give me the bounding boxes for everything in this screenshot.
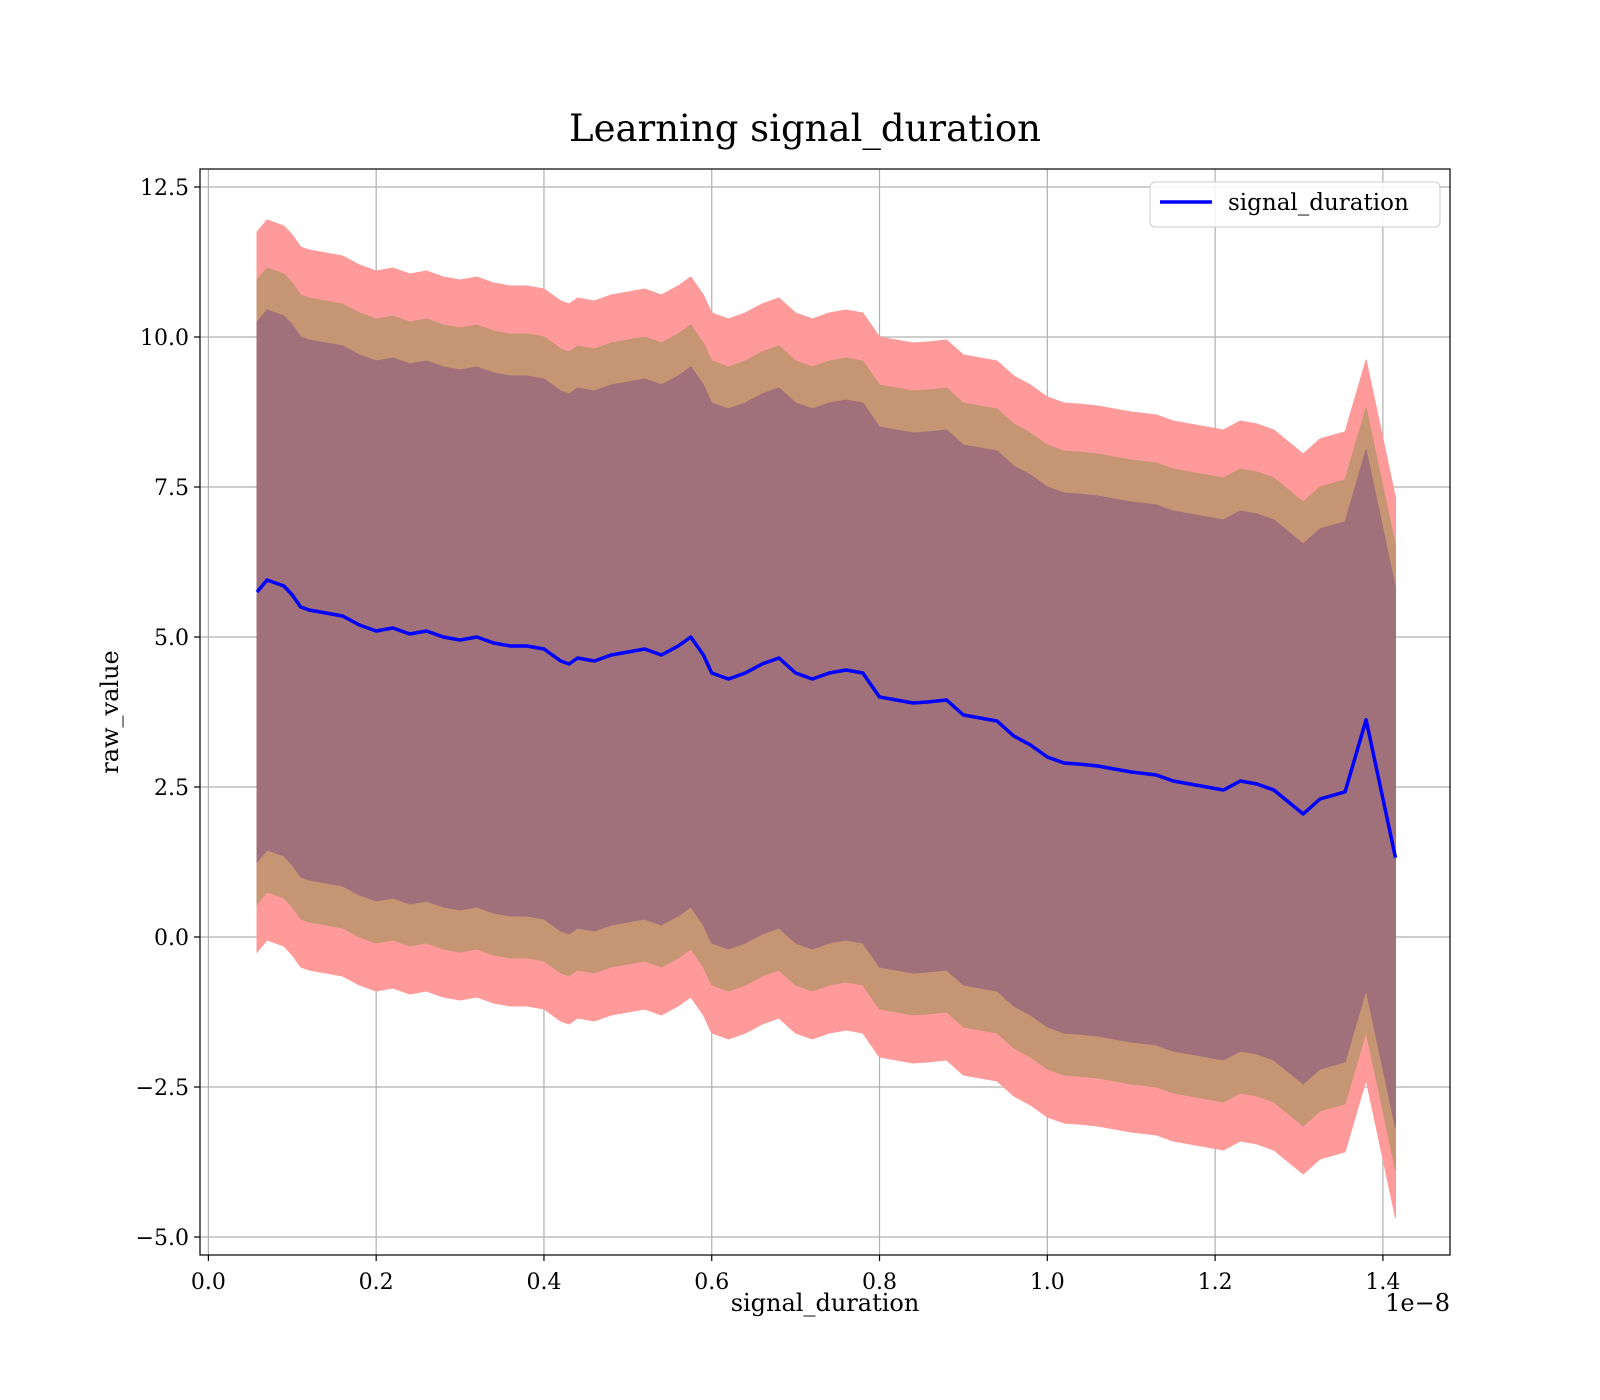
y-tick-label: 7.5 [154, 476, 189, 501]
legend-box [1149, 181, 1441, 228]
x-tick-label: 1.4 [1365, 1270, 1400, 1295]
y-tick-label: 0.0 [154, 926, 189, 951]
x-tick-label: 1.0 [1030, 1270, 1065, 1295]
series-line-signal-duration [255, 578, 1398, 859]
legend-label-signal-duration: signal_duration [1228, 190, 1409, 216]
uncertainty-bands [256, 219, 1396, 1218]
x-tick-label: 1.2 [1198, 1270, 1233, 1295]
y-tick-label: −5.0 [136, 1226, 189, 1251]
x-axis-label: signal_duration [731, 1289, 920, 1317]
series-lines [255, 578, 1398, 859]
chart-title: Learning signal_duration [569, 107, 1041, 151]
y-tick-label: 2.5 [154, 776, 189, 801]
y-tick-label: 5.0 [154, 626, 189, 651]
y-axis-label: raw_value [96, 650, 124, 774]
legend: signal_duration [1149, 181, 1441, 228]
x-axis-offset-text: 1e−8 [1385, 1289, 1450, 1317]
x-tick-label: 0.6 [694, 1270, 729, 1295]
band-inner [256, 309, 1396, 1128]
y-tick-label: −2.5 [136, 1076, 189, 1101]
plot-frame [199, 168, 1451, 1256]
x-axis-ticks: 0.0 0.2 0.4 0.6 0.8 1.0 1.2 1.4 [191, 1255, 1400, 1295]
y-tick-label: 12.5 [140, 176, 189, 201]
y-axis-ticks: −5.0 −2.5 0.0 2.5 5.0 7.5 10.0 12.5 [136, 176, 200, 1251]
x-tick-label: 0.8 [862, 1270, 897, 1295]
y-tick-label: 10.0 [140, 326, 189, 351]
x-tick-label: 0.4 [526, 1270, 561, 1295]
x-tick-label: 0.0 [191, 1270, 226, 1295]
x-tick-label: 0.2 [359, 1270, 394, 1295]
